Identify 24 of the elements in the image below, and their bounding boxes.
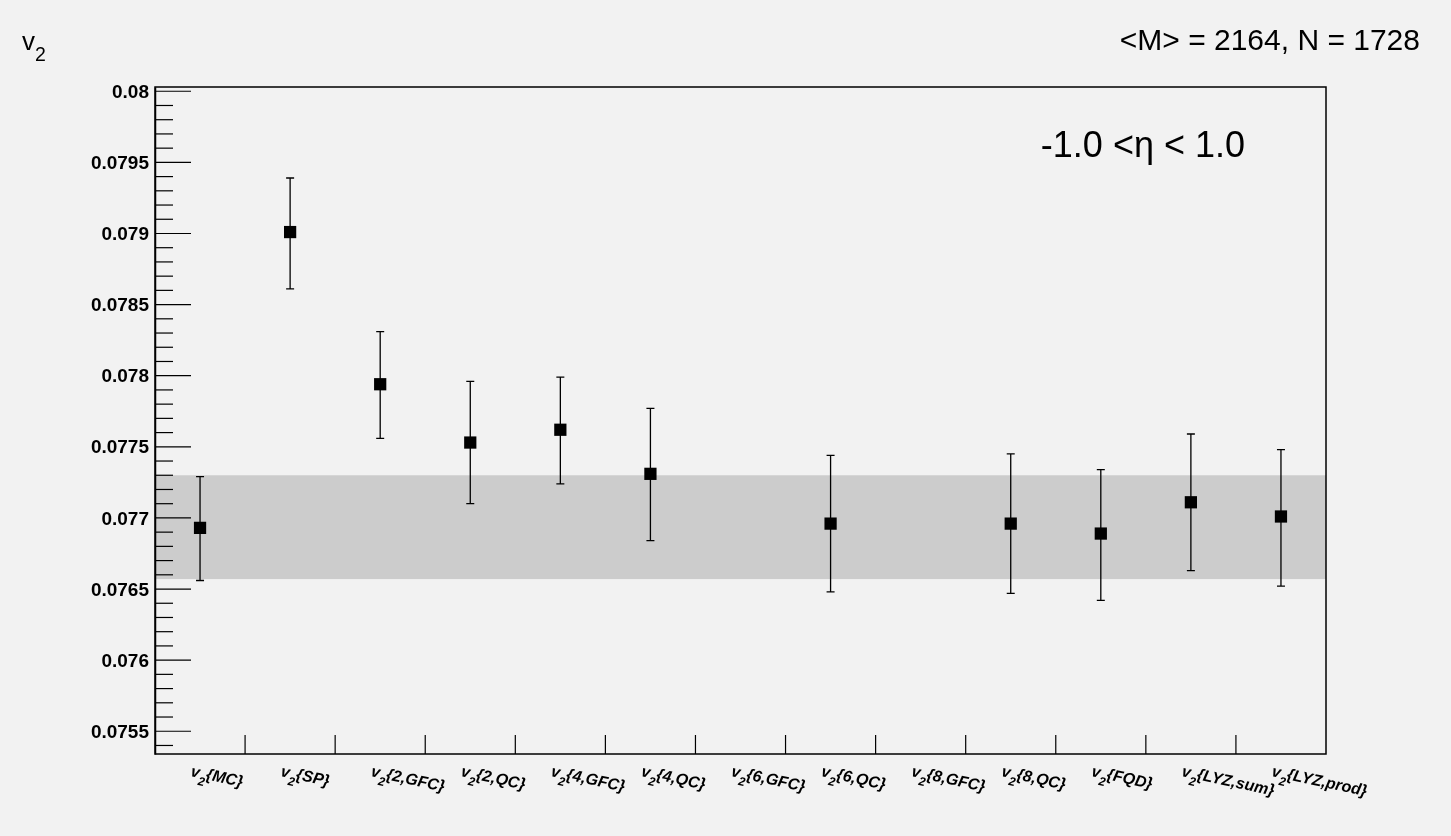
y-tick-label: 0.079 [101,223,149,245]
y-tick-label: 0.0755 [90,720,150,742]
y-tick-label: 0.0765 [90,578,150,600]
point [193,521,207,534]
point [1184,496,1198,509]
y-tick-label: 0.0775 [90,436,150,458]
text: <M> = 2164, N = 1728 [1119,23,1420,56]
point [554,423,567,436]
y-axis-title: v$_{2}$ [22,26,46,65]
point [1274,510,1288,523]
point [464,436,477,449]
y-tick-label: 0.076 [101,649,149,671]
y-tick-label: 0.077 [101,507,149,529]
point [1004,517,1017,530]
point [283,225,297,239]
y-tick-label: 0.08 [112,80,149,102]
y-tick-label: 0.0785 [90,294,150,316]
y-tick-label: 0.0795 [90,151,150,173]
y-tick-label: 0.078 [101,365,149,387]
annotation: -1.0 <η < 1.0 [1040,124,1245,165]
point [374,378,387,391]
point [824,517,837,530]
point [1094,527,1107,540]
point [644,467,657,480]
